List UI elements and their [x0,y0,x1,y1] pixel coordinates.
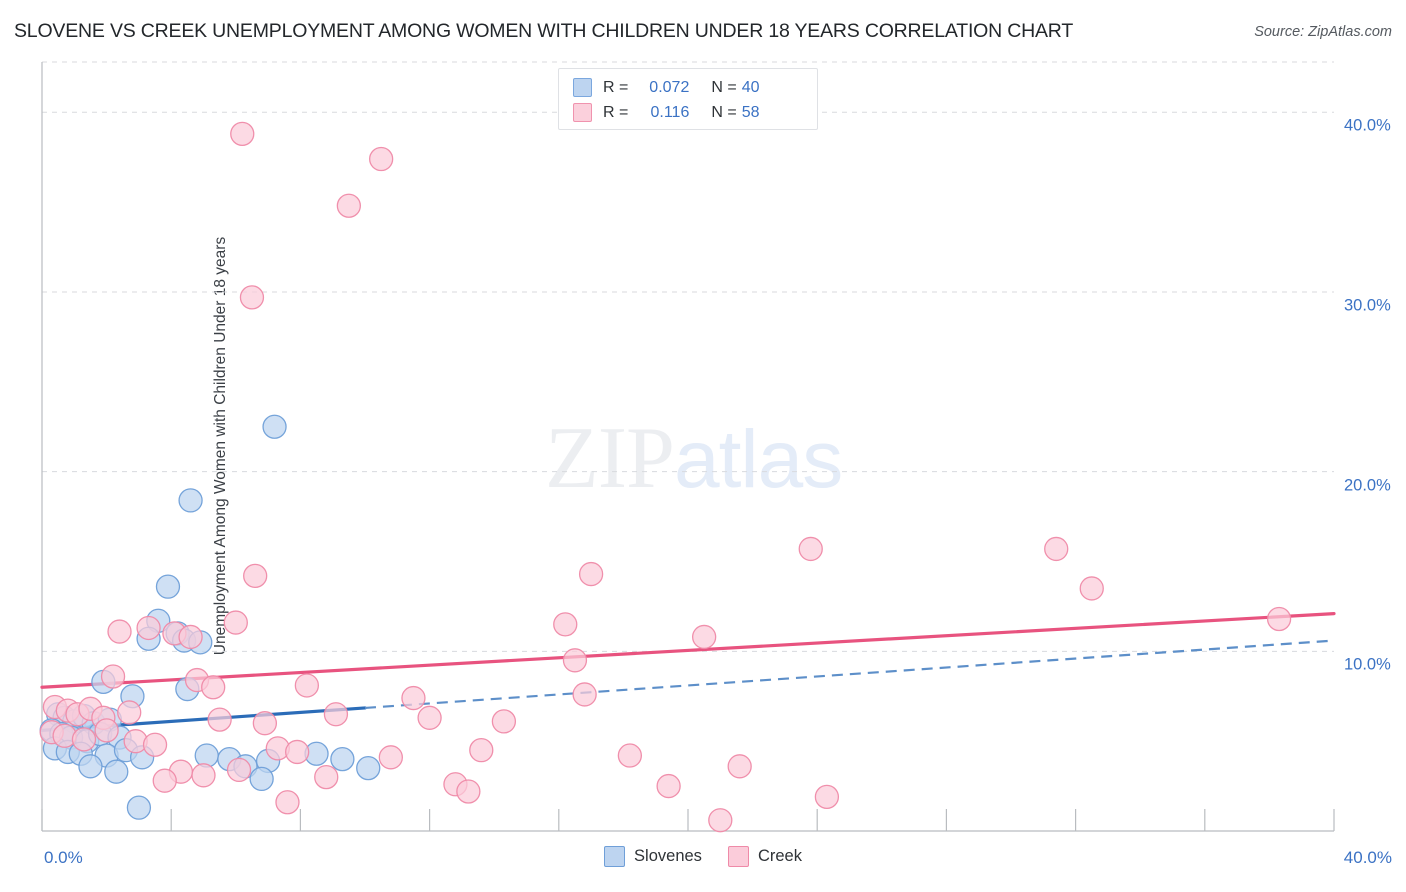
y-axis-tick-label: 30.0% [1344,296,1391,315]
data-point-creek [323,702,349,727]
slovenes-n-label: N = [711,78,737,96]
data-point-slovenes [330,746,355,772]
data-point-creek [798,536,823,562]
y-axis-tick-label: 10.0% [1344,655,1391,674]
stats-row-creek: R = 0.116 N = 58 [573,100,807,125]
data-point-slovenes [78,754,103,779]
data-point-creek [207,707,232,732]
creek-color-swatch [573,103,592,122]
legend-item-slovenes[interactable]: Slovenes [604,846,702,867]
data-point-creek [275,790,300,815]
data-point-slovenes [178,488,203,513]
data-point-creek [469,737,494,763]
x-axis-min-label: 0.0% [44,848,83,867]
data-point-creek [294,673,320,698]
data-point-creek [617,743,643,768]
trendline-creek-solid [40,611,1336,689]
data-point-creek [562,648,588,673]
data-point-creek [578,561,604,587]
data-point-creek [368,146,394,172]
legend-swatch-creek [727,846,749,867]
data-point-creek [656,773,681,799]
data-point-creek [456,779,481,804]
creek-r-value: 0.116 [650,103,690,121]
scatter-points-layer [39,121,1292,833]
data-point-creek [136,615,161,641]
creek-n-value: 58 [741,103,760,121]
plot-area: 10.0% 20.0% 30.0% 40.0% [39,61,1391,833]
data-point-creek [107,619,132,644]
y-axis-tick-label: 40.0% [1344,116,1391,135]
legend-label-slovenes: Slovenes [634,847,702,865]
data-point-creek [243,563,268,589]
data-point-creek [1266,606,1292,632]
data-point-creek [336,193,362,218]
data-point-creek [223,610,248,635]
data-point-creek [178,624,203,650]
data-point-creek [553,612,578,637]
data-point-creek [1079,576,1104,601]
x-axis-max-label: 40.0% [1343,848,1392,867]
data-point-creek [226,757,252,783]
slovenes-r-label: R = [603,78,629,96]
creek-n-label: N = [711,103,737,121]
data-point-slovenes [194,743,219,768]
data-point-creek [152,768,177,793]
data-point-creek [230,121,255,147]
data-point-creek [692,624,717,650]
correlation-stats-box: R = 0.072 N = 40 R = 0.116 N = 58 [558,68,818,130]
page-title: SLOVENE VS CREEK UNEMPLOYMENT AMONG WOME… [14,20,1074,42]
data-point-slovenes [155,574,181,599]
data-point-creek [100,664,126,689]
stats-row-slovenes: R = 0.072 N = 40 [573,75,807,100]
data-point-creek [314,764,339,790]
gridlines-layer [41,61,1335,832]
data-point-slovenes [126,795,152,820]
data-point-creek [71,727,97,752]
data-point-slovenes [104,759,129,784]
data-point-creek [708,808,733,833]
data-point-creek [417,705,442,730]
data-point-creek [1044,536,1069,562]
data-point-creek [191,763,216,788]
y-axis-tick-label: 20.0% [1344,476,1391,495]
slovenes-n-value: 40 [741,78,760,96]
data-point-creek [814,784,840,810]
data-point-creek [94,718,119,743]
data-point-creek [401,685,426,711]
legend-label-creek: Creek [757,847,802,865]
slovenes-color-swatch [573,78,592,97]
series-legend: Slovenes Creek [0,846,1406,867]
data-point-slovenes [262,414,287,439]
data-point-creek [727,754,752,779]
data-point-slovenes [249,766,274,792]
data-point-creek [252,711,278,736]
data-point-creek [117,700,142,725]
slovenes-r-value: 0.072 [649,78,690,96]
creek-r-label: R = [603,103,629,121]
data-point-creek [378,745,403,770]
data-point-creek [239,285,265,310]
data-point-creek [491,709,517,734]
legend-item-creek[interactable]: Creek [727,846,802,867]
data-point-creek [142,732,168,757]
legend-swatch-slovenes [604,846,626,867]
data-point-creek [201,675,226,700]
data-point-slovenes [356,755,381,781]
data-point-creek [572,682,597,707]
data-point-creek [285,739,310,765]
source-attribution: Source: ZipAtlas.com [1254,24,1392,40]
